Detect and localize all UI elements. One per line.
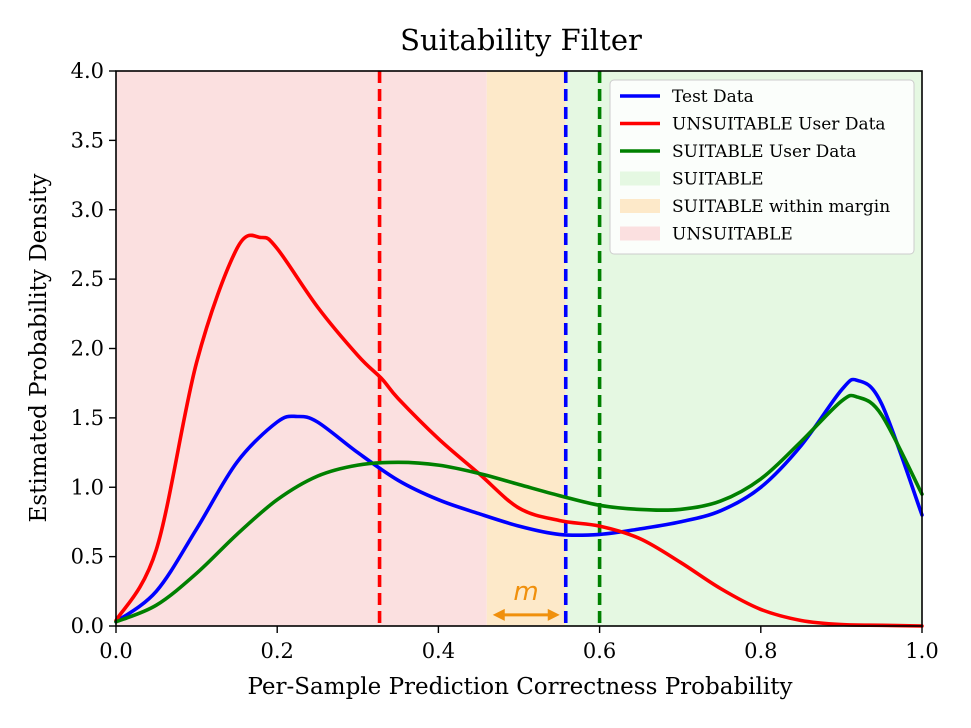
vlines-layer bbox=[377, 71, 602, 626]
legend-swatch-unsuitable bbox=[620, 226, 660, 241]
series-line-test-data bbox=[114, 377, 924, 624]
series-line-suitable-user-data bbox=[114, 393, 924, 624]
y-tick-label: 3.0 bbox=[71, 198, 104, 222]
y-tick-label: 1.0 bbox=[71, 475, 104, 499]
legend-label-suitable-within-margin: SUITABLE within margin bbox=[672, 197, 890, 217]
y-tick-label: 4.0 bbox=[71, 59, 104, 83]
legend-label-unsuitable: UNSUITABLE bbox=[672, 225, 793, 245]
y-axis-label: Estimated Probability Density bbox=[26, 174, 52, 523]
legend-box bbox=[609, 79, 915, 255]
legend-swatch-suitable bbox=[620, 171, 660, 186]
y-tick-label: 2.5 bbox=[71, 267, 104, 291]
x-axis-label: Per-Sample Prediction Correctness Probab… bbox=[247, 674, 792, 700]
legend-label-test-data: Test Data bbox=[672, 87, 754, 107]
margin-arrow-left-head bbox=[492, 608, 505, 621]
y-tick-label: 0.5 bbox=[71, 545, 104, 569]
y-tick-label: 1.5 bbox=[71, 406, 104, 430]
region-suitable-within-margin bbox=[486, 71, 566, 626]
series-layer bbox=[114, 233, 924, 628]
y-tick-label: 0.0 bbox=[71, 614, 104, 638]
x-tick-label: 1.0 bbox=[905, 639, 938, 663]
x-tick-label: 0.2 bbox=[260, 639, 293, 663]
region-unsuitable bbox=[116, 71, 487, 626]
margin-arrow-right-head bbox=[547, 608, 560, 621]
x-tick-label: 0.6 bbox=[583, 639, 616, 663]
x-tick-label: 0.4 bbox=[422, 639, 455, 663]
x-tick-label: 0.8 bbox=[744, 639, 777, 663]
legend-label-unsuitable-user-data: UNSUITABLE User Data bbox=[672, 115, 886, 135]
ticks-layer: 0.0 0.2 0.4 0.6 0.8 1.0 0.0 0.5 1.0 1.5 2.0 2.5 3.0 3… bbox=[71, 59, 939, 663]
annotation-layer: m bbox=[492, 577, 560, 621]
legend-label-suitable-user-data: SUITABLE User Data bbox=[672, 142, 856, 162]
y-tick-label: 3.5 bbox=[71, 128, 104, 152]
legend-label-suitable: SUITABLE bbox=[672, 170, 764, 190]
legend-swatch-suitable-within-margin bbox=[620, 199, 660, 213]
series-line-unsuitable-user-data bbox=[114, 233, 924, 628]
x-tick-label: 0.0 bbox=[99, 639, 132, 663]
legend: Test Data UNSUITABLE User Data SUITABLE Us… bbox=[609, 79, 915, 255]
y-tick-label: 2.0 bbox=[71, 337, 104, 361]
chart-title: Suitability Filter bbox=[400, 23, 642, 57]
margin-annotation-label: m bbox=[513, 577, 538, 607]
